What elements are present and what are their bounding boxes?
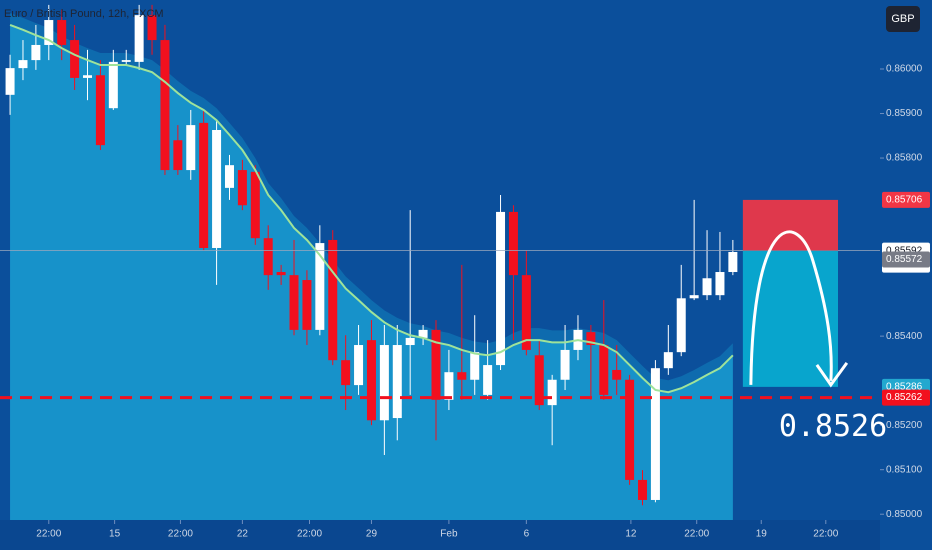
candle-body xyxy=(483,365,493,395)
candle-body xyxy=(108,61,118,109)
target-zone xyxy=(742,250,838,387)
candle-body xyxy=(95,75,105,146)
candle-body xyxy=(160,40,170,171)
candle-body xyxy=(121,60,131,62)
candle-body xyxy=(560,349,570,380)
candle-body xyxy=(521,275,531,350)
x-tick-label: 19 xyxy=(756,529,768,540)
candle-body xyxy=(289,275,299,330)
candle-body xyxy=(663,352,673,369)
candle-body xyxy=(70,40,80,78)
candle-body xyxy=(405,337,415,346)
candle-body xyxy=(250,171,260,239)
candle-body xyxy=(599,345,609,395)
candle-body xyxy=(18,60,28,69)
currency-label[interactable]: GBP xyxy=(891,13,914,25)
price-label-bg xyxy=(882,191,930,208)
x-tick-label: 22 xyxy=(237,529,249,540)
candle-body xyxy=(57,20,67,45)
forecast-arrow xyxy=(815,362,849,388)
y-tick-label: 0.86000 xyxy=(886,64,923,75)
x-tick-label: 22:00 xyxy=(168,529,193,540)
candle-body xyxy=(186,125,196,171)
y-tick-label: 0.85800 xyxy=(886,153,923,164)
candle-body xyxy=(199,122,209,248)
price-label: 0.85262 xyxy=(886,392,923,403)
price-label: 0.85706 xyxy=(886,195,923,206)
time-axis xyxy=(0,520,880,550)
stop-zone xyxy=(742,199,838,251)
x-tick-label: 6 xyxy=(524,529,530,540)
candle-body xyxy=(237,170,247,206)
candle-body xyxy=(586,332,596,346)
plot-area xyxy=(0,4,880,520)
x-tick-label: Feb xyxy=(440,529,458,540)
candle-body xyxy=(650,368,660,500)
currency-button[interactable] xyxy=(886,6,920,32)
chart-title: Euro / British Pound, 12h, FXCM xyxy=(4,8,164,20)
candle-body xyxy=(534,355,544,406)
x-tick-label: 15 xyxy=(109,529,121,540)
candle-body xyxy=(625,379,635,480)
forecast-curve xyxy=(749,230,833,385)
candle-body xyxy=(315,243,325,330)
candle-body xyxy=(457,372,467,380)
y-tick-label: 0.85900 xyxy=(886,108,923,119)
candle-body xyxy=(147,15,157,41)
candle-body xyxy=(689,295,699,299)
y-tick-label: 0.85400 xyxy=(886,331,923,342)
price-label: 0.85286 xyxy=(886,382,923,393)
candle-body xyxy=(5,68,15,95)
price-label: 0.85592 xyxy=(886,245,923,256)
y-tick-label: 0.85200 xyxy=(886,420,923,431)
target-annotation: 0.8526 xyxy=(779,409,887,444)
candle-body xyxy=(444,372,454,400)
candle-body xyxy=(134,15,144,62)
candle-body xyxy=(212,130,222,248)
ma-line xyxy=(9,23,734,394)
candle-body xyxy=(431,329,441,400)
candle-body xyxy=(470,352,480,380)
x-tick-label: 22:00 xyxy=(813,529,838,540)
candle-body xyxy=(83,75,93,78)
candle-body xyxy=(328,239,338,361)
candle-body xyxy=(676,298,686,353)
candle-body xyxy=(31,44,41,61)
x-tick-label: 22:00 xyxy=(297,529,322,540)
candle-body xyxy=(418,329,428,338)
candle-body xyxy=(612,369,622,380)
y-tick-label: 0.85100 xyxy=(886,464,923,475)
price-label-bg xyxy=(882,251,930,268)
candle-body xyxy=(547,379,557,406)
x-tick-label: 22:00 xyxy=(36,529,61,540)
candle-body xyxy=(702,278,712,296)
candle-body xyxy=(354,345,364,386)
candle-body xyxy=(496,211,506,366)
x-tick-label: 22:00 xyxy=(684,529,709,540)
price-label: 0.85572 xyxy=(886,254,923,265)
candle-body xyxy=(508,211,518,276)
candle-body xyxy=(638,479,648,500)
candle-body xyxy=(302,280,312,330)
candle-body xyxy=(44,20,54,45)
candle-body xyxy=(715,272,725,296)
candle-body xyxy=(728,251,738,273)
candle-body xyxy=(173,140,183,171)
x-tick-label: 12 xyxy=(625,529,637,540)
candle-body xyxy=(263,238,273,276)
x-tick-label: 29 xyxy=(366,529,378,540)
y-tick-label: 0.85000 xyxy=(886,509,923,520)
candle-body xyxy=(224,165,234,188)
candle-body xyxy=(392,345,402,419)
candle-body xyxy=(276,272,286,276)
candle-body xyxy=(366,340,376,421)
candle-body xyxy=(341,360,351,386)
price-label-bg xyxy=(882,389,930,406)
candle-body xyxy=(379,345,389,421)
